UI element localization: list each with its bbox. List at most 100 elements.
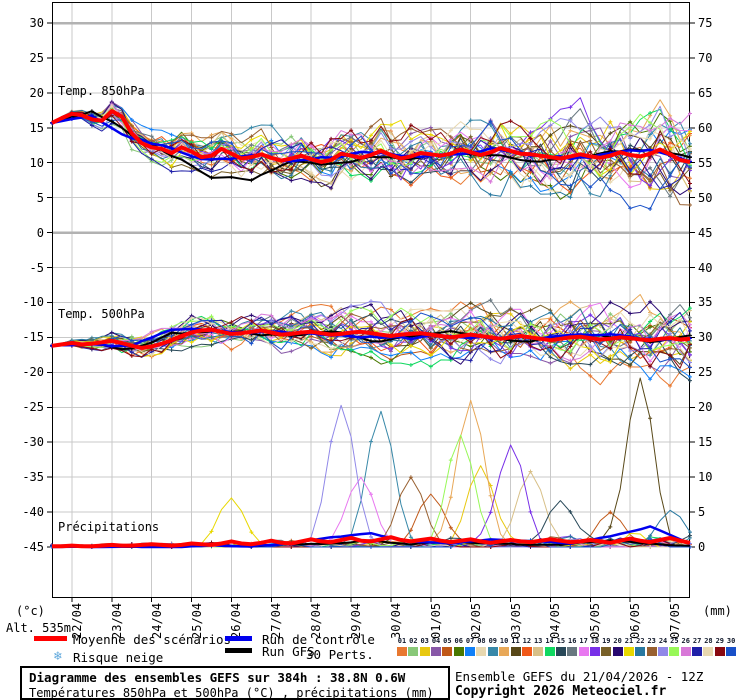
pert-swatch-10 xyxy=(499,647,510,656)
pert-number-11: 11 xyxy=(511,637,520,645)
pert-swatch-22 xyxy=(635,647,646,656)
pert-swatch-25 xyxy=(669,647,680,656)
copyright-label: Copyright 2026 Meteociel.fr xyxy=(455,684,667,699)
date-label-04-05: 04/05 xyxy=(548,602,563,639)
pert-swatch-15 xyxy=(555,647,566,656)
pert-number-14: 14 xyxy=(545,637,554,645)
pert-number-13: 13 xyxy=(533,637,543,645)
pert-number-17: 17 xyxy=(579,637,588,645)
right-tick-70: 70 xyxy=(698,50,713,65)
pert-swatch-05 xyxy=(442,647,453,656)
pert-swatch-03 xyxy=(419,647,430,656)
pert-swatch-27 xyxy=(692,647,703,656)
mean-precip xyxy=(52,535,691,549)
date-label-01-05: 01/05 xyxy=(428,602,443,639)
right-tick-35: 35 xyxy=(698,295,713,310)
legend-mean-swatch xyxy=(34,636,67,641)
right-tick-75: 75 xyxy=(698,16,713,30)
pert-swatch-07 xyxy=(465,647,476,656)
left-tick-25: 25 xyxy=(29,50,44,65)
right-tick-20: 20 xyxy=(698,400,713,415)
left-tick-30: 30 xyxy=(29,16,44,30)
left-tick--40: -40 xyxy=(22,505,44,520)
pert-swatch-29 xyxy=(714,647,725,656)
pert-number-15: 15 xyxy=(556,637,566,645)
pert-swatch-14 xyxy=(544,647,555,656)
pert-swatch-18 xyxy=(589,647,600,656)
date-label-02-05: 02/05 xyxy=(468,602,483,639)
pert-number-25: 25 xyxy=(670,637,679,645)
right-tick-50: 50 xyxy=(698,190,713,205)
left-tick--15: -15 xyxy=(22,330,44,345)
pert-number-28: 28 xyxy=(704,637,713,645)
pert-number-24: 24 xyxy=(658,637,668,645)
panel-label-500: Temp. 500hPa xyxy=(58,307,145,321)
left-tick-0: 0 xyxy=(36,225,44,240)
right-tick-15: 15 xyxy=(698,435,713,450)
pert-swatch-16 xyxy=(567,647,578,656)
pert-swatch-23 xyxy=(646,647,657,656)
pert-number-07: 07 xyxy=(465,637,475,645)
pert-number-05: 05 xyxy=(443,637,452,645)
pert-number-09: 09 xyxy=(488,637,498,645)
left-tick--25: -25 xyxy=(22,400,44,415)
pert-number-08: 08 xyxy=(477,637,486,645)
mean-850 xyxy=(51,109,691,164)
pert-swatch-26 xyxy=(680,647,691,656)
diagram-info-box: Diagramme des ensembles GEFS sur 384h : … xyxy=(20,666,450,700)
altitude-label: Alt. 535m xyxy=(6,621,72,635)
right-tick-55: 55 xyxy=(698,155,713,170)
pert-number-18: 18 xyxy=(590,637,600,645)
pert-swatch-08 xyxy=(476,647,487,656)
date-label-07-05: 07/05 xyxy=(668,602,683,639)
panel-label-precip: Précipitations xyxy=(58,520,160,534)
pert-number-12: 12 xyxy=(522,637,532,645)
left-axis-unit: (°c) xyxy=(16,604,45,618)
pert-swatch-04 xyxy=(431,647,442,656)
pert-swatch-06 xyxy=(453,647,464,656)
left-tick-15: 15 xyxy=(29,120,44,135)
pert-swatch-11 xyxy=(510,647,521,656)
pert-number-26: 26 xyxy=(681,637,690,645)
left-tick-10: 10 xyxy=(29,155,44,170)
pert-swatch-28 xyxy=(703,647,714,656)
right-tick-5: 5 xyxy=(698,505,706,520)
left-tick-20: 20 xyxy=(29,85,44,100)
legend-control-label: Run de contrôle xyxy=(262,632,375,647)
date-label-03-05: 03/05 xyxy=(508,602,523,639)
legend-gfs-swatch xyxy=(225,648,252,653)
pert-swatch-24 xyxy=(658,647,669,656)
left-tick-5: 5 xyxy=(36,190,44,205)
date-label-05-05: 05/05 xyxy=(588,602,603,639)
mean-500 xyxy=(51,327,691,350)
left-tick--45: -45 xyxy=(22,540,44,554)
left-tick--10: -10 xyxy=(22,295,44,310)
pert-03-precip xyxy=(52,465,690,548)
pert-swatch-17 xyxy=(578,647,589,656)
snowflake-icon: ❄ xyxy=(54,649,62,664)
chart-plot-area xyxy=(47,2,695,602)
left-tick--20: -20 xyxy=(22,365,44,380)
right-tick-30: 30 xyxy=(698,330,713,345)
pert-number-30: 30 xyxy=(726,637,736,645)
right-tick-60: 60 xyxy=(698,120,713,135)
pert-number-02: 02 xyxy=(409,637,418,645)
pert-number-23: 23 xyxy=(647,637,656,645)
legend-gfs-label: Run GFS xyxy=(262,644,315,659)
left-tick--30: -30 xyxy=(22,435,44,450)
pert-swatch-30 xyxy=(726,647,737,656)
pert-number-19: 19 xyxy=(602,637,611,645)
date-label-26-04: 26/04 xyxy=(229,602,244,639)
pert-swatch-12 xyxy=(521,647,532,656)
pert-number-29: 29 xyxy=(715,637,725,645)
left-tick--35: -35 xyxy=(22,470,44,485)
pert-swatch-09 xyxy=(487,647,498,656)
pert-number-22: 22 xyxy=(636,637,645,645)
pert-swatch-02 xyxy=(408,647,419,656)
pert-swatch-13 xyxy=(533,647,544,656)
pert-number-16: 16 xyxy=(568,637,577,645)
right-tick-40: 40 xyxy=(698,260,713,275)
pert-swatch-01 xyxy=(397,647,407,656)
pert-swatch-20 xyxy=(612,647,623,656)
